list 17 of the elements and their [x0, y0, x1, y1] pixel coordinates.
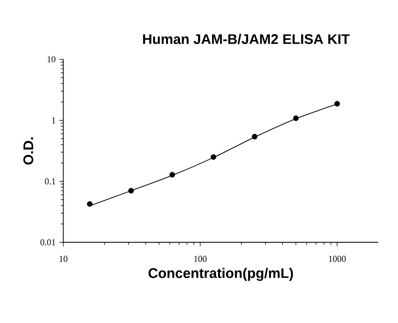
x-tick-label: 100 — [194, 256, 207, 262]
point — [210, 154, 216, 160]
x-tick-label: 10 — [60, 256, 68, 262]
y-axis-title: O.D. — [23, 137, 34, 165]
point — [169, 172, 176, 178]
x-tick-label: 1000 — [328, 256, 346, 262]
point — [128, 188, 134, 194]
point — [334, 100, 340, 107]
chart-title: Human JAM-B/JAM2 ELISA KIT — [143, 34, 350, 44]
y-tick-label: 1 — [52, 117, 56, 124]
point — [252, 134, 258, 140]
point — [86, 201, 93, 207]
y-tick-label: 10 — [48, 56, 56, 62]
x-axis-title: Concentration(pg/mL) — [148, 268, 293, 281]
y-tick-label: 0.1 — [44, 178, 56, 184]
point — [293, 115, 299, 122]
y-tick-label: 0.01 — [40, 239, 56, 246]
